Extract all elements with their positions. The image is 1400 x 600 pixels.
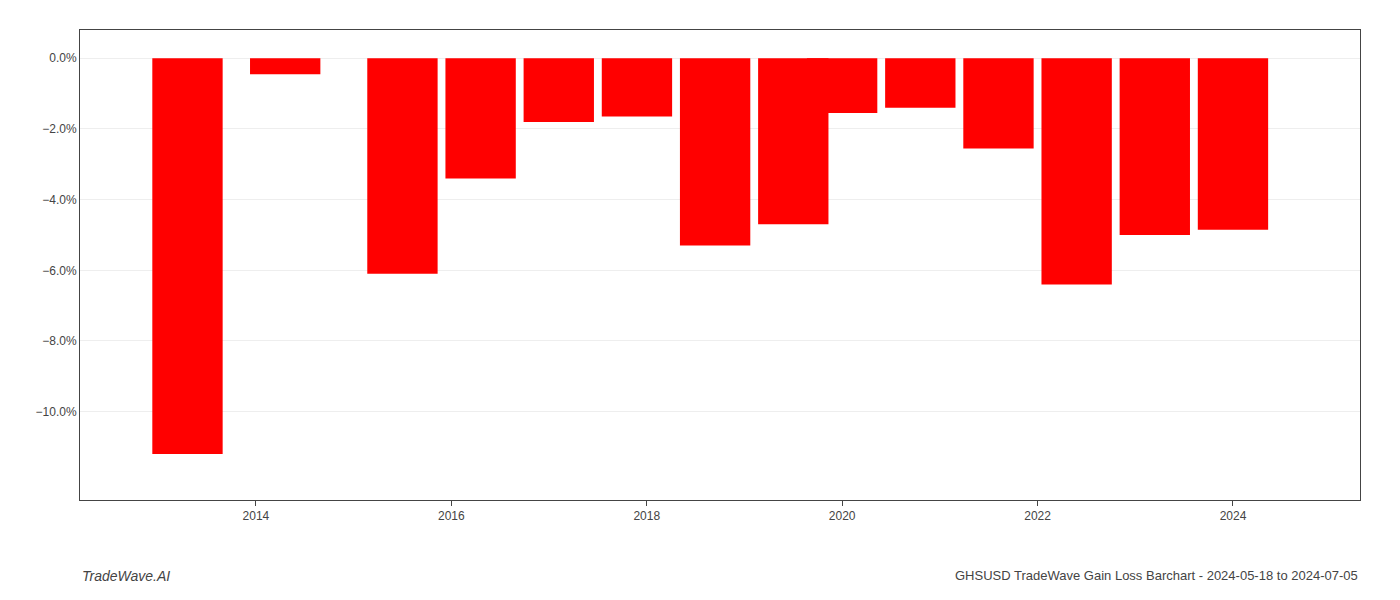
svg-text:−10.0%: −10.0% (36, 405, 77, 419)
svg-text:2020: 2020 (829, 509, 856, 523)
svg-text:−2.0%: −2.0% (42, 122, 77, 136)
svg-text:2016: 2016 (438, 509, 465, 523)
svg-text:GHSUSD TradeWave Gain Loss Bar: GHSUSD TradeWave Gain Loss Barchart - 20… (955, 568, 1358, 583)
svg-text:2024: 2024 (1220, 509, 1247, 523)
svg-text:−8.0%: −8.0% (42, 334, 77, 348)
svg-text:−4.0%: −4.0% (42, 193, 77, 207)
svg-text:2022: 2022 (1024, 509, 1051, 523)
svg-text:TradeWave.AI: TradeWave.AI (82, 568, 170, 584)
svg-text:2018: 2018 (633, 509, 660, 523)
svg-text:−6.0%: −6.0% (42, 264, 77, 278)
svg-text:0.0%: 0.0% (49, 51, 77, 65)
svg-text:2014: 2014 (243, 509, 270, 523)
